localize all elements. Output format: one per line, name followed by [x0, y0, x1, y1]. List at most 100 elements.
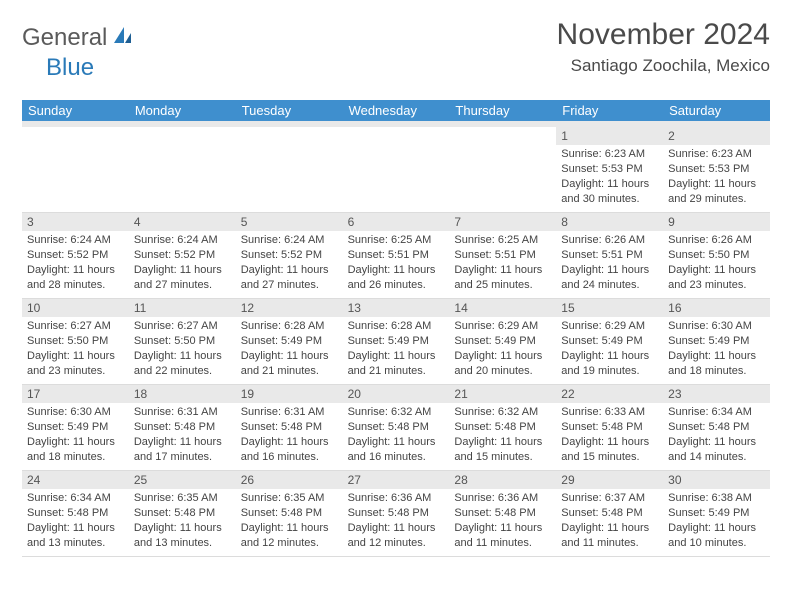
day-cell: 5Sunrise: 6:24 AMSunset: 5:52 PMDaylight…: [236, 213, 343, 299]
day-body: Sunrise: 6:29 AMSunset: 5:49 PMDaylight:…: [449, 317, 556, 382]
day-number: 2: [663, 127, 770, 145]
day-number: 11: [129, 299, 236, 317]
day-number: 8: [556, 213, 663, 231]
day-cell: 9Sunrise: 6:26 AMSunset: 5:50 PMDaylight…: [663, 213, 770, 299]
day-body: Sunrise: 6:34 AMSunset: 5:48 PMDaylight:…: [663, 403, 770, 468]
day-body: Sunrise: 6:24 AMSunset: 5:52 PMDaylight:…: [236, 231, 343, 296]
day-cell: 14Sunrise: 6:29 AMSunset: 5:49 PMDayligh…: [449, 299, 556, 385]
day-number: 28: [449, 471, 556, 489]
day-cell: 4Sunrise: 6:24 AMSunset: 5:52 PMDaylight…: [129, 213, 236, 299]
day-body: Sunrise: 6:35 AMSunset: 5:48 PMDaylight:…: [236, 489, 343, 554]
day-number: 26: [236, 471, 343, 489]
title-block: November 2024 Santiago Zoochila, Mexico: [557, 18, 770, 76]
day-body: Sunrise: 6:31 AMSunset: 5:48 PMDaylight:…: [236, 403, 343, 468]
week-row: 1Sunrise: 6:23 AMSunset: 5:53 PMDaylight…: [22, 127, 770, 213]
week-row: 3Sunrise: 6:24 AMSunset: 5:52 PMDaylight…: [22, 213, 770, 299]
day-cell: 3Sunrise: 6:24 AMSunset: 5:52 PMDaylight…: [22, 213, 129, 299]
day-number: 10: [22, 299, 129, 317]
day-cell: 13Sunrise: 6:28 AMSunset: 5:49 PMDayligh…: [343, 299, 450, 385]
day-body: Sunrise: 6:24 AMSunset: 5:52 PMDaylight:…: [22, 231, 129, 296]
empty-cell: [129, 127, 236, 213]
day-number: 14: [449, 299, 556, 317]
day-cell: 20Sunrise: 6:32 AMSunset: 5:48 PMDayligh…: [343, 385, 450, 471]
empty-cell: [22, 127, 129, 213]
day-cell: 7Sunrise: 6:25 AMSunset: 5:51 PMDaylight…: [449, 213, 556, 299]
day-number: 5: [236, 213, 343, 231]
day-number: 3: [22, 213, 129, 231]
day-cell: 8Sunrise: 6:26 AMSunset: 5:51 PMDaylight…: [556, 213, 663, 299]
day-cell: 25Sunrise: 6:35 AMSunset: 5:48 PMDayligh…: [129, 471, 236, 557]
day-cell: 23Sunrise: 6:34 AMSunset: 5:48 PMDayligh…: [663, 385, 770, 471]
day-cell: 26Sunrise: 6:35 AMSunset: 5:48 PMDayligh…: [236, 471, 343, 557]
day-body: Sunrise: 6:26 AMSunset: 5:50 PMDaylight:…: [663, 231, 770, 296]
location: Santiago Zoochila, Mexico: [557, 56, 770, 76]
day-cell: 10Sunrise: 6:27 AMSunset: 5:50 PMDayligh…: [22, 299, 129, 385]
day-cell: 18Sunrise: 6:31 AMSunset: 5:48 PMDayligh…: [129, 385, 236, 471]
empty-cell: [449, 127, 556, 213]
dayheader-row: SundayMondayTuesdayWednesdayThursdayFrid…: [22, 100, 770, 121]
day-number: 24: [22, 471, 129, 489]
day-body: Sunrise: 6:38 AMSunset: 5:49 PMDaylight:…: [663, 489, 770, 554]
day-number: 25: [129, 471, 236, 489]
day-body: Sunrise: 6:35 AMSunset: 5:48 PMDaylight:…: [129, 489, 236, 554]
day-cell: 16Sunrise: 6:30 AMSunset: 5:49 PMDayligh…: [663, 299, 770, 385]
day-body: Sunrise: 6:24 AMSunset: 5:52 PMDaylight:…: [129, 231, 236, 296]
day-cell: 21Sunrise: 6:32 AMSunset: 5:48 PMDayligh…: [449, 385, 556, 471]
day-cell: 11Sunrise: 6:27 AMSunset: 5:50 PMDayligh…: [129, 299, 236, 385]
day-number: 4: [129, 213, 236, 231]
day-number: 22: [556, 385, 663, 403]
day-cell: 19Sunrise: 6:31 AMSunset: 5:48 PMDayligh…: [236, 385, 343, 471]
day-body: Sunrise: 6:28 AMSunset: 5:49 PMDaylight:…: [236, 317, 343, 382]
logo-text-blue: Blue: [46, 54, 94, 82]
day-number: 15: [556, 299, 663, 317]
dayheader: Friday: [556, 100, 663, 121]
day-number: 19: [236, 385, 343, 403]
day-body: Sunrise: 6:32 AMSunset: 5:48 PMDaylight:…: [449, 403, 556, 468]
day-body: Sunrise: 6:28 AMSunset: 5:49 PMDaylight:…: [343, 317, 450, 382]
day-number: 9: [663, 213, 770, 231]
logo: General: [22, 18, 135, 52]
day-cell: 27Sunrise: 6:36 AMSunset: 5:48 PMDayligh…: [343, 471, 450, 557]
dayheader: Tuesday: [236, 100, 343, 121]
day-cell: 17Sunrise: 6:30 AMSunset: 5:49 PMDayligh…: [22, 385, 129, 471]
day-body: Sunrise: 6:27 AMSunset: 5:50 PMDaylight:…: [22, 317, 129, 382]
empty-cell: [236, 127, 343, 213]
day-body: Sunrise: 6:36 AMSunset: 5:48 PMDaylight:…: [449, 489, 556, 554]
day-body: Sunrise: 6:23 AMSunset: 5:53 PMDaylight:…: [556, 145, 663, 210]
day-cell: 1Sunrise: 6:23 AMSunset: 5:53 PMDaylight…: [556, 127, 663, 213]
day-number: 7: [449, 213, 556, 231]
dayheader: Monday: [129, 100, 236, 121]
calendar: SundayMondayTuesdayWednesdayThursdayFrid…: [22, 100, 770, 557]
day-body: Sunrise: 6:34 AMSunset: 5:48 PMDaylight:…: [22, 489, 129, 554]
day-body: Sunrise: 6:29 AMSunset: 5:49 PMDaylight:…: [556, 317, 663, 382]
day-cell: 24Sunrise: 6:34 AMSunset: 5:48 PMDayligh…: [22, 471, 129, 557]
logo-sail-icon: [111, 25, 133, 52]
day-body: Sunrise: 6:30 AMSunset: 5:49 PMDaylight:…: [22, 403, 129, 468]
day-number: 23: [663, 385, 770, 403]
day-body: Sunrise: 6:37 AMSunset: 5:48 PMDaylight:…: [556, 489, 663, 554]
day-cell: 22Sunrise: 6:33 AMSunset: 5:48 PMDayligh…: [556, 385, 663, 471]
day-body: Sunrise: 6:23 AMSunset: 5:53 PMDaylight:…: [663, 145, 770, 210]
day-cell: 12Sunrise: 6:28 AMSunset: 5:49 PMDayligh…: [236, 299, 343, 385]
day-body: Sunrise: 6:31 AMSunset: 5:48 PMDaylight:…: [129, 403, 236, 468]
day-body: Sunrise: 6:26 AMSunset: 5:51 PMDaylight:…: [556, 231, 663, 296]
day-number: 20: [343, 385, 450, 403]
day-cell: 28Sunrise: 6:36 AMSunset: 5:48 PMDayligh…: [449, 471, 556, 557]
day-cell: 29Sunrise: 6:37 AMSunset: 5:48 PMDayligh…: [556, 471, 663, 557]
day-number: 16: [663, 299, 770, 317]
week-row: 10Sunrise: 6:27 AMSunset: 5:50 PMDayligh…: [22, 299, 770, 385]
day-number: 30: [663, 471, 770, 489]
dayheader: Sunday: [22, 100, 129, 121]
day-body: Sunrise: 6:36 AMSunset: 5:48 PMDaylight:…: [343, 489, 450, 554]
week-row: 17Sunrise: 6:30 AMSunset: 5:49 PMDayligh…: [22, 385, 770, 471]
day-body: Sunrise: 6:33 AMSunset: 5:48 PMDaylight:…: [556, 403, 663, 468]
week-row: 24Sunrise: 6:34 AMSunset: 5:48 PMDayligh…: [22, 471, 770, 557]
logo-text-general: General: [22, 24, 107, 52]
day-number: 18: [129, 385, 236, 403]
dayheader: Thursday: [449, 100, 556, 121]
day-body: Sunrise: 6:30 AMSunset: 5:49 PMDaylight:…: [663, 317, 770, 382]
day-cell: 2Sunrise: 6:23 AMSunset: 5:53 PMDaylight…: [663, 127, 770, 213]
day-body: Sunrise: 6:27 AMSunset: 5:50 PMDaylight:…: [129, 317, 236, 382]
empty-cell: [343, 127, 450, 213]
day-number: 29: [556, 471, 663, 489]
